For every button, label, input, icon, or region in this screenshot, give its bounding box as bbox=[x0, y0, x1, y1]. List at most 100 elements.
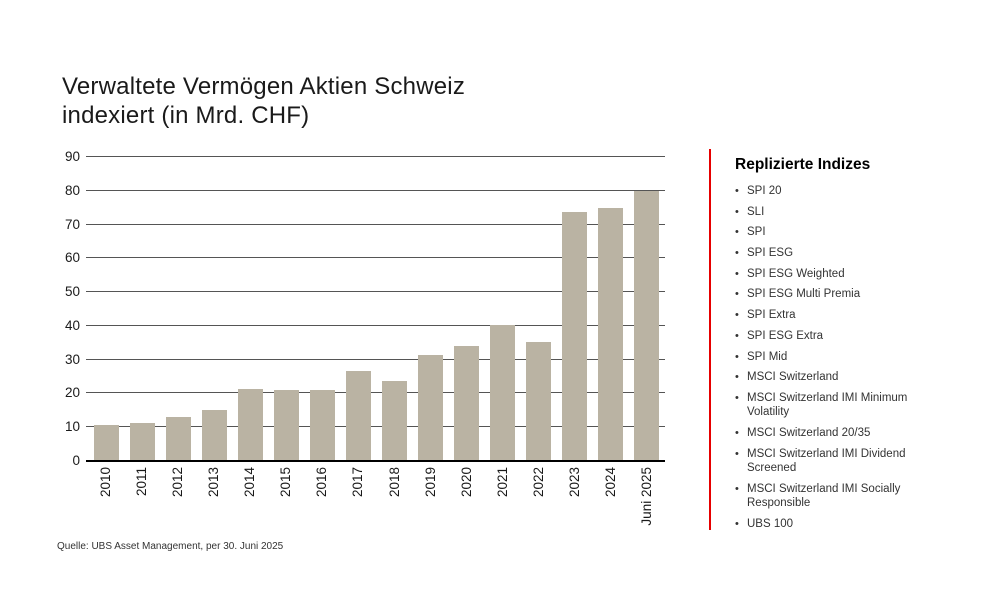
bar-2020 bbox=[454, 345, 480, 461]
bar-2015 bbox=[273, 390, 299, 461]
x-axis-label-2023: 2023 bbox=[566, 467, 582, 498]
y-axis-label-20: 20 bbox=[64, 385, 80, 401]
gridline-50 bbox=[86, 291, 665, 293]
bullet-icon: • bbox=[735, 226, 739, 239]
bar-2024 bbox=[598, 207, 624, 461]
index-name: UBS 100 bbox=[747, 518, 794, 531]
x-axis-label-2019: 2019 bbox=[422, 467, 438, 498]
bullet-icon: • bbox=[735, 267, 739, 280]
list-item: • SLI bbox=[735, 205, 970, 220]
x-axis-label-2014: 2014 bbox=[242, 467, 258, 498]
list-item: • SPI ESG bbox=[735, 246, 970, 261]
bar-2019 bbox=[418, 354, 444, 461]
bar-Juni 2025 bbox=[634, 190, 660, 461]
page-title: Verwaltete Vermögen Aktien Schweiz indexi… bbox=[62, 72, 465, 130]
x-axis-label-2012: 2012 bbox=[170, 467, 186, 498]
sidebar-heading: Replizierte Indizes bbox=[735, 156, 871, 173]
gridline-40 bbox=[86, 324, 665, 326]
bullet-icon: • bbox=[735, 371, 739, 384]
x-axis-label-2013: 2013 bbox=[206, 467, 222, 498]
bar-2012 bbox=[165, 417, 191, 461]
index-name: SPI ESG bbox=[747, 247, 794, 260]
list-item: • SPI ESG Multi Premia bbox=[735, 287, 970, 302]
y-axis-label-70: 70 bbox=[64, 216, 80, 232]
gridline-20 bbox=[86, 392, 665, 394]
page-title-line1: Verwaltete Vermögen Aktien Schweiz bbox=[62, 73, 466, 100]
gridline-60 bbox=[86, 257, 665, 259]
list-item: • SPI ESG Extra bbox=[735, 329, 970, 344]
bullet-icon: • bbox=[735, 518, 739, 531]
x-axis-line bbox=[86, 460, 665, 462]
list-item: • SPI 20 bbox=[735, 184, 970, 199]
list-item: • MSCI Switzerland IMI Minimum Volatility bbox=[735, 391, 970, 420]
list-item: • MSCI Switzerland IMI Dividend Screened bbox=[735, 447, 970, 476]
assets-bar-chart: 0 10 20 30 40 50 60 70 80 90 2010 2011 2012 2013 2014 2… bbox=[65, 149, 665, 526]
x-axis-label-2011: 2011 bbox=[134, 467, 150, 497]
y-axis-label-60: 60 bbox=[64, 250, 80, 266]
gridline-70 bbox=[86, 223, 665, 225]
list-item: • MSCI Switzerland 20/35 bbox=[735, 426, 970, 441]
index-name: SPI ESG Extra bbox=[747, 329, 824, 342]
y-axis-label-30: 30 bbox=[64, 351, 80, 367]
bar-2022 bbox=[526, 342, 552, 461]
bullet-icon: • bbox=[735, 288, 739, 301]
y-axis-label-80: 80 bbox=[64, 182, 80, 198]
list-item: • MSCI Switzerland IMI Socially Responsib… bbox=[735, 482, 970, 511]
gridline-10 bbox=[86, 426, 665, 428]
x-axis-label-2015: 2015 bbox=[278, 467, 294, 498]
x-axis-label-2021: 2021 bbox=[494, 467, 510, 498]
y-axis-label-50: 50 bbox=[64, 284, 80, 300]
bar-2021 bbox=[490, 325, 516, 461]
index-name: SPI ESG Weighted bbox=[747, 267, 845, 280]
list-item: • SPI Mid bbox=[735, 350, 970, 365]
replicated-indices-list: • SPI 20 • SLI • SPI • SPI ESG • SPI ESG Weighted… bbox=[735, 184, 970, 532]
y-axis-label-10: 10 bbox=[64, 419, 80, 435]
x-axis-label-2017: 2017 bbox=[350, 467, 366, 498]
list-item: • SPI ESG Weighted bbox=[735, 267, 970, 282]
index-name: MSCI Switzerland bbox=[747, 371, 839, 384]
x-axis-label-2016: 2016 bbox=[314, 467, 330, 498]
index-name: MSCI Switzerland IMI Dividend Screened bbox=[747, 447, 906, 475]
list-item: • SPI Extra bbox=[735, 308, 970, 323]
bar-2018 bbox=[382, 380, 408, 461]
list-item: • MSCI Switzerland bbox=[735, 370, 970, 385]
gridline-30 bbox=[86, 358, 665, 360]
bullet-icon: • bbox=[735, 309, 739, 322]
index-name: MSCI Switzerland 20/35 bbox=[747, 427, 871, 440]
bar-2010 bbox=[93, 424, 119, 461]
y-axis-label-40: 40 bbox=[64, 317, 80, 333]
bar-2011 bbox=[129, 422, 155, 461]
bullet-icon: • bbox=[735, 247, 739, 260]
bar-2014 bbox=[237, 389, 263, 461]
y-axis-label-0: 0 bbox=[72, 453, 80, 468]
bar-2023 bbox=[562, 212, 588, 461]
page-title-line2: indexiert (in Mrd. CHF) bbox=[62, 102, 310, 129]
x-axis-label-Juni 2025: Juni 2025 bbox=[638, 467, 654, 526]
index-name: SPI bbox=[747, 226, 766, 239]
bar-2017 bbox=[345, 370, 371, 461]
list-item: • SPI bbox=[735, 225, 970, 240]
index-name: SPI 20 bbox=[747, 185, 782, 197]
list-item: • UBS 100 bbox=[735, 517, 970, 532]
index-name: SPI Mid bbox=[747, 350, 788, 363]
source-note: Quelle: UBS Asset Management, per 30. Ju… bbox=[57, 541, 284, 552]
x-axis-label-2024: 2024 bbox=[602, 467, 618, 498]
x-axis-label-2022: 2022 bbox=[530, 467, 546, 498]
x-axis-label-2010: 2010 bbox=[98, 467, 114, 498]
index-name: SLI bbox=[747, 205, 765, 218]
bullet-icon: • bbox=[735, 482, 739, 495]
bullet-icon: • bbox=[735, 447, 739, 460]
index-name: MSCI Switzerland IMI Socially Responsibl… bbox=[747, 482, 901, 510]
y-axis-label-90: 90 bbox=[64, 149, 80, 164]
index-name: MSCI Switzerland IMI Minimum Volatility bbox=[747, 391, 908, 419]
bullet-icon: • bbox=[735, 427, 739, 440]
bar-2013 bbox=[201, 409, 227, 461]
x-axis-label-2018: 2018 bbox=[386, 467, 402, 498]
bullet-icon: • bbox=[735, 205, 739, 218]
index-name: SPI Extra bbox=[747, 309, 796, 322]
index-name: SPI ESG Multi Premia bbox=[747, 288, 861, 301]
bullet-icon: • bbox=[735, 350, 739, 363]
accent-divider-line bbox=[709, 149, 711, 530]
gridline-90 bbox=[86, 156, 665, 157]
